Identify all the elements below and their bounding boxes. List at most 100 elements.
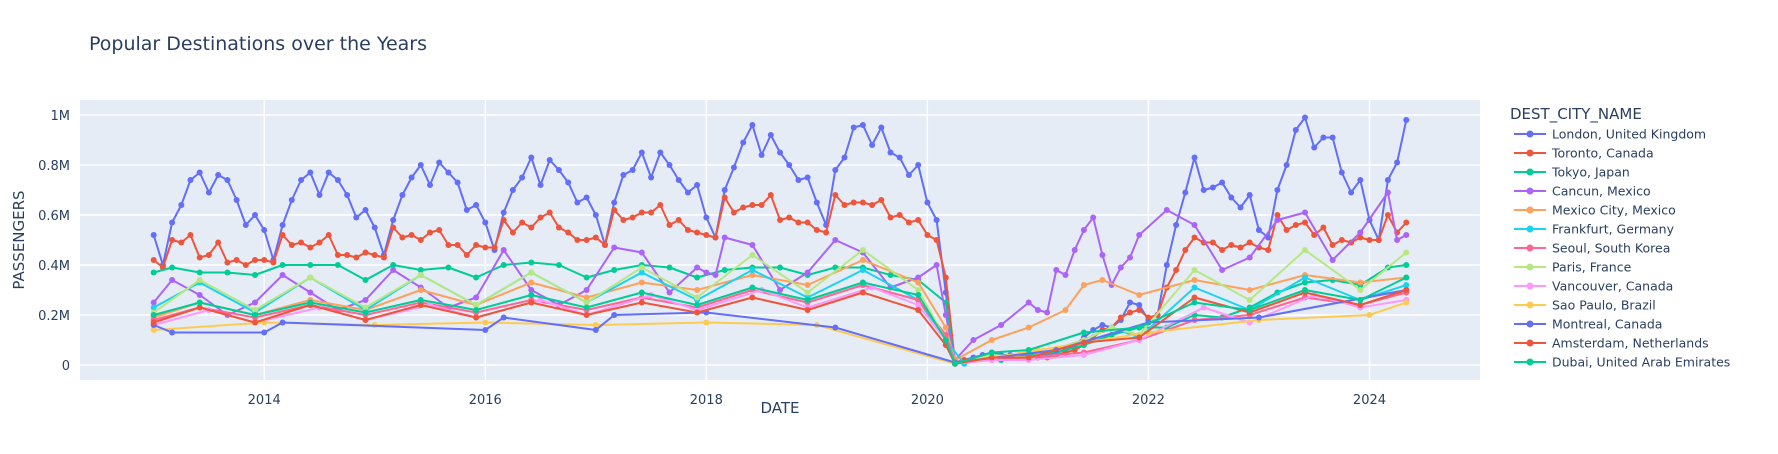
data-point [915, 302, 922, 308]
data-point [417, 237, 424, 243]
legend-item[interactable]: Amsterdam, Netherlands [1514, 336, 1709, 351]
legend-item[interactable]: Paris, France [1514, 260, 1632, 275]
data-point [399, 234, 406, 241]
data-point [574, 237, 581, 243]
data-point [795, 177, 802, 183]
legend-item[interactable]: London, United Kingdom [1514, 127, 1706, 142]
legend-item[interactable]: Montreal, Canada [1514, 317, 1662, 332]
data-point [998, 322, 1005, 328]
data-point [473, 302, 480, 308]
data-point [1062, 272, 1069, 278]
data-point [1025, 324, 1032, 331]
data-point [859, 257, 866, 263]
data-point [749, 272, 756, 278]
legend-item[interactable]: Vancouver, Canada [1514, 279, 1673, 294]
data-point [1320, 134, 1327, 141]
data-point [592, 322, 599, 328]
x-tick-label: 2024 [1353, 393, 1386, 408]
legend-item[interactable]: Seoul, South Korea [1514, 241, 1670, 256]
data-point [528, 259, 535, 266]
x-tick-label: 2014 [248, 393, 281, 408]
data-point [712, 272, 719, 278]
data-point [942, 274, 949, 281]
data-point [1384, 189, 1391, 196]
data-point [1191, 299, 1198, 306]
data-point [767, 192, 774, 198]
data-point [1219, 179, 1226, 186]
data-point [454, 179, 461, 186]
data-point [546, 157, 553, 163]
data-point [813, 199, 820, 206]
data-point [638, 269, 645, 276]
data-point [1302, 274, 1308, 281]
legend-item[interactable]: Mexico City, Mexico [1514, 203, 1676, 218]
data-point [298, 177, 305, 183]
data-point [1173, 222, 1180, 228]
legend-item[interactable]: Tokyo, Japan [1514, 165, 1630, 180]
data-point [924, 232, 931, 238]
data-point [666, 162, 673, 168]
data-point [887, 214, 894, 221]
legend-marker [1526, 320, 1534, 328]
data-point [1403, 219, 1410, 226]
data-point [298, 239, 305, 246]
legend-label: Mexico City, Mexico [1552, 203, 1676, 218]
data-point [1237, 204, 1244, 211]
data-point [638, 149, 645, 156]
data-point [583, 294, 590, 301]
data-point [896, 212, 903, 218]
legend-item[interactable]: Frankfurt, Germany [1514, 222, 1675, 237]
data-point [482, 327, 489, 333]
data-point [362, 249, 369, 256]
data-point [1283, 162, 1290, 168]
data-point [307, 274, 314, 281]
data-point [205, 252, 212, 258]
y-tick-label: 0.2M [38, 309, 70, 324]
data-point [1357, 297, 1364, 303]
data-point [648, 174, 655, 181]
data-point [869, 142, 876, 148]
legend-item[interactable]: Sao Paulo, Brazil [1514, 298, 1656, 313]
data-point [592, 212, 599, 218]
data-point [611, 244, 618, 251]
data-point [371, 252, 378, 258]
data-point [915, 307, 922, 313]
data-point [169, 237, 176, 243]
data-point [592, 234, 599, 241]
data-point [565, 179, 572, 186]
legend-item[interactable]: Cancun, Mexico [1514, 184, 1651, 199]
data-point [169, 329, 176, 336]
data-point [952, 360, 958, 367]
data-point [307, 244, 314, 251]
data-point [261, 257, 268, 263]
legend-item[interactable]: Dubai, United Arab Emirates [1514, 355, 1730, 370]
data-point [1357, 287, 1364, 293]
data-point [252, 257, 258, 263]
data-point [611, 207, 618, 213]
data-point [1025, 299, 1032, 306]
data-point [1191, 267, 1198, 273]
data-point [915, 162, 922, 168]
data-point [473, 202, 480, 208]
data-point [933, 262, 940, 268]
legend-label: Vancouver, Canada [1552, 279, 1673, 294]
x-tick-label: 2016 [469, 393, 502, 408]
legend-item[interactable]: Toronto, Canada [1514, 146, 1654, 161]
data-point [196, 169, 203, 176]
chart-title: Popular Destinations over the Years [89, 33, 427, 55]
data-point [749, 202, 756, 208]
data-point [196, 254, 203, 261]
data-point [252, 299, 258, 306]
data-point [905, 219, 912, 226]
data-point [1329, 134, 1336, 141]
data-point [786, 214, 793, 221]
data-point [1127, 299, 1133, 306]
data-point [436, 227, 443, 233]
data-point [694, 264, 701, 271]
data-point [408, 174, 415, 181]
data-point [878, 197, 885, 203]
legend-label: Paris, France [1552, 260, 1632, 275]
data-point [445, 264, 452, 271]
data-point [804, 219, 811, 226]
data-point [675, 217, 682, 223]
